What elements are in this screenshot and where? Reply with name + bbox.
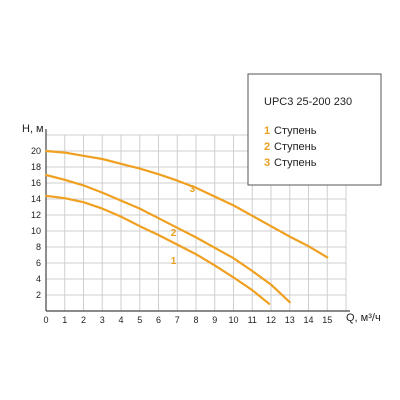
series-curves [44,149,329,305]
x-tick-label: 4 [118,315,123,325]
legend-entries: 1 Ступень 2 Ступень 3 Ступень [264,125,317,169]
y-tick-label: 6 [36,258,41,268]
x-axis-label: Q, м³/ч [346,312,381,324]
legend-box [247,73,382,186]
y-tick-label: 16 [31,178,41,188]
y-tick-label: 8 [36,242,41,252]
x-tick-label: 11 [248,315,257,325]
legend-number: 2 [264,141,270,153]
curve-label-3: 3 [189,184,195,195]
y-tick-label: 14 [31,194,41,204]
x-tick-label: 9 [212,315,217,325]
x-tick-label: 2 [81,315,86,325]
y-tick-label: 4 [36,274,41,284]
curve-labels: 1 2 3 [171,184,196,267]
x-tick-label: 7 [175,315,180,325]
x-tick-label: 14 [303,315,313,325]
y-axis-label: H, м [22,123,44,135]
x-tick-label: 0 [43,315,48,325]
series-line-2 [44,173,291,304]
x-tick-label: 8 [193,315,198,325]
curve-label-2: 2 [171,228,177,239]
x-tick-label: 10 [228,315,238,325]
legend-entry-text: Ступень [274,157,317,169]
x-tick-label: 5 [137,315,142,325]
legend-entry-text: Ступень [274,125,317,137]
y-tick-label: 2 [36,290,41,300]
x-tick-label: 15 [322,315,332,325]
y-tick-label: 20 [31,146,41,156]
legend-number: 3 [264,157,270,169]
legend: UPC3 25-200 230 1 Ступень 2 Ступень 3 Ступень [247,73,382,186]
y-tick-label: 12 [31,210,41,220]
y-tick-label: 18 [31,162,41,172]
series-line-3 [44,149,329,259]
y-tick-label: 10 [31,226,41,236]
x-tick-label: 3 [100,315,105,325]
x-tick-label: 12 [266,315,276,325]
curve-label-1: 1 [171,256,177,267]
axes [45,129,350,312]
series-line-1 [44,194,271,305]
legend-entry-text: Ступень [274,141,317,153]
x-tick-label: 1 [62,315,67,325]
legend-title: UPC3 25-200 230 [264,96,352,108]
x-tick-label: 6 [156,315,161,325]
legend-number: 1 [264,125,270,137]
x-tick-label: 13 [285,315,295,325]
